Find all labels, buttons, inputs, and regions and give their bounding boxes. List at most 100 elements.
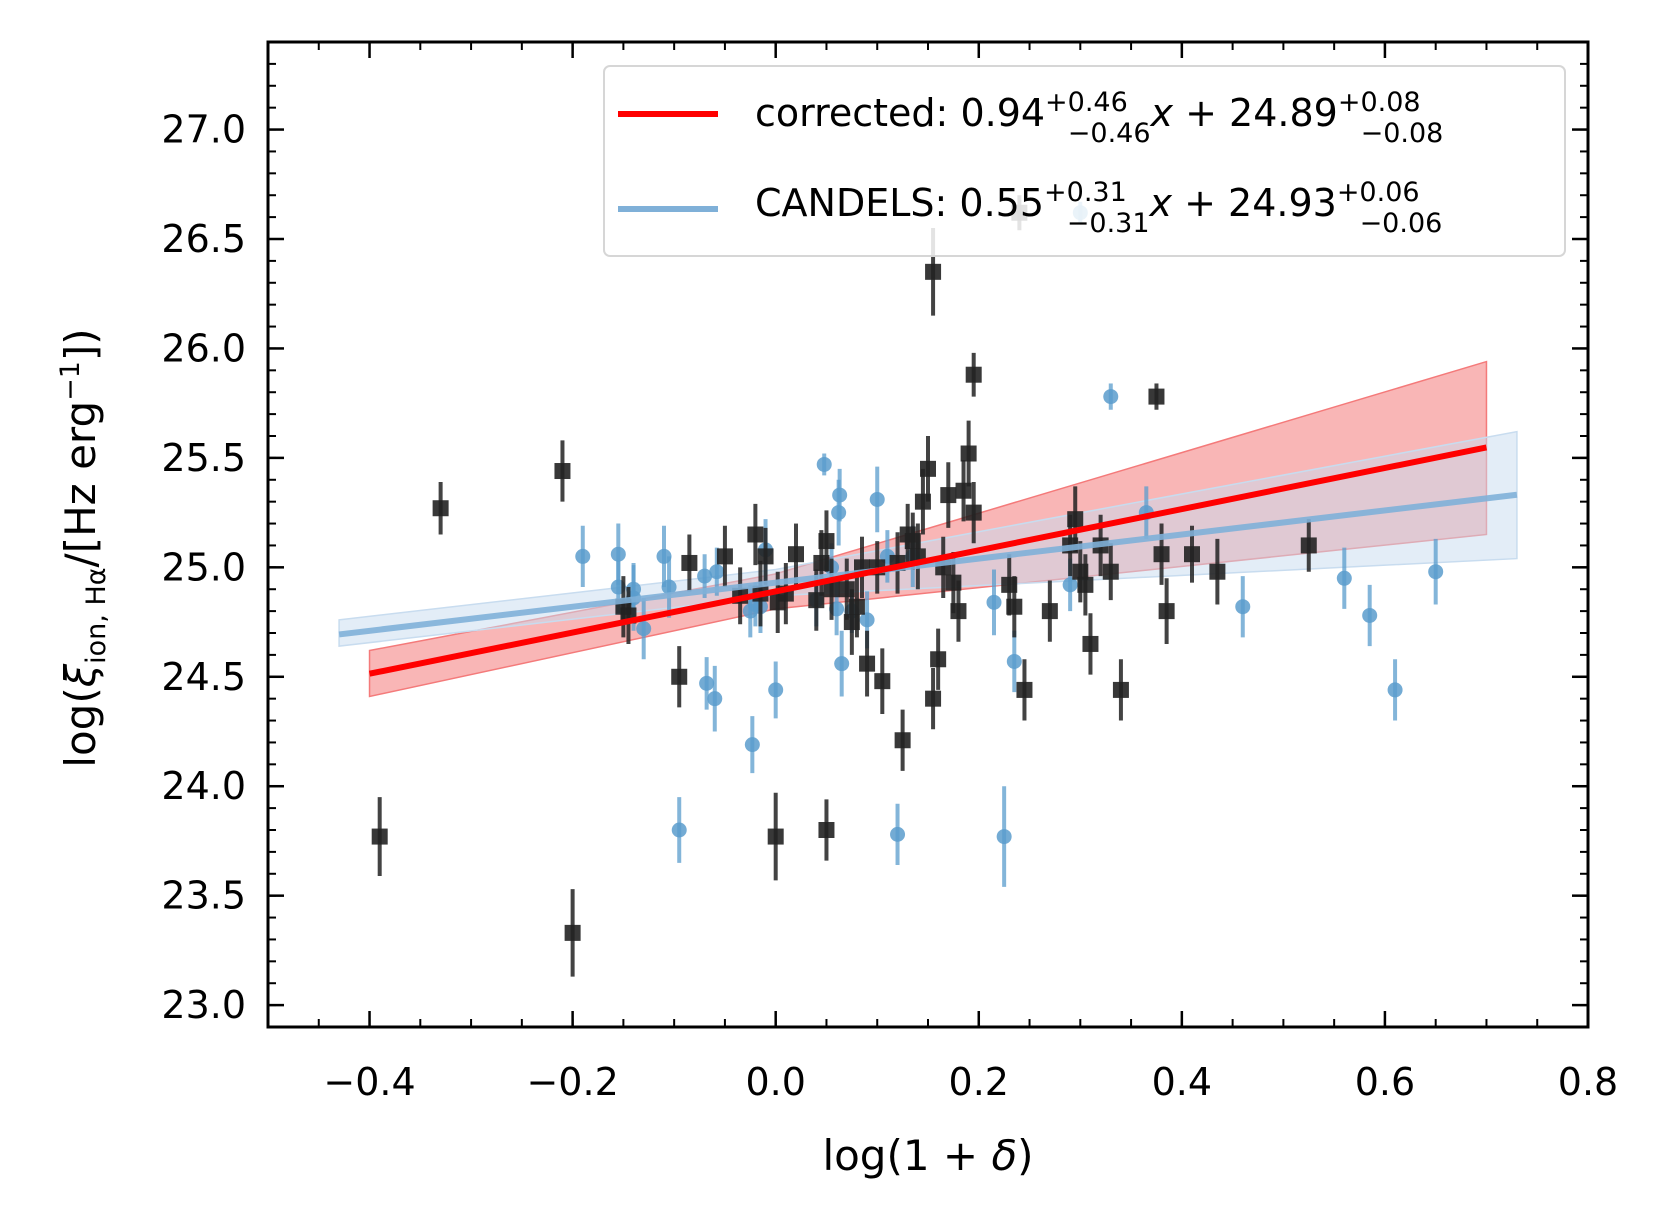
data-point [940,462,957,528]
fit-line-candels [338,491,1518,638]
data-point [816,453,832,476]
data-point [1082,613,1099,675]
candels-marker [636,621,652,637]
data-point [950,580,967,642]
corrected-marker [930,651,947,668]
corrected-marker [1148,388,1165,405]
corrected-marker [767,828,784,845]
data-point [996,786,1012,887]
corrected-marker [788,546,804,563]
data-point [1103,383,1119,410]
corrected-marker [894,732,911,749]
data-point [859,630,876,697]
corrected-marker [671,668,688,685]
corrected-marker [848,598,865,615]
data-point [1153,523,1170,585]
corrected-marker [1077,576,1094,593]
corrected-marker [920,460,936,477]
data-point [1336,547,1352,609]
data-point [575,525,591,588]
data-point [930,628,947,690]
data-point [955,460,972,522]
y-tick-label: 27.0 [161,108,246,152]
data-point [1067,486,1084,553]
y-axis-label: log(ξion, Hα/[Hz erg−1]) [55,328,112,767]
candels-marker [1006,653,1022,669]
fit-line-corrected [368,444,1488,677]
corrected-marker [1209,563,1226,580]
data-point [1158,578,1175,644]
y-tick-label: 25.5 [161,436,246,480]
corrected-marker [1082,635,1099,652]
corrected-marker [1300,537,1317,554]
candels-marker [699,675,715,691]
data-point [894,709,911,771]
corrected-marker [950,603,967,620]
data-point [925,668,942,730]
y-tick-label: 26.0 [161,326,246,370]
corrected-marker [940,487,957,504]
candels-marker [709,564,725,580]
candels-marker [1362,607,1378,623]
corrected-marker [1041,603,1058,620]
y-tick-label: 24.0 [161,764,246,808]
candels-marker [707,691,723,707]
corrected-marker [808,592,825,609]
corrected-marker [747,526,764,543]
data-point [1387,659,1403,721]
data-point [823,558,840,620]
corrected-marker [1184,546,1200,563]
data-point [834,630,850,697]
data-point [818,799,835,861]
data-point [965,481,982,544]
candels-marker [1387,682,1403,698]
y-tick-label: 23.0 [161,983,246,1027]
corrected-marker [965,504,982,521]
data-point [1006,576,1023,638]
data-point [1235,576,1251,638]
data-point [986,569,1002,636]
data-point [1428,538,1444,605]
data-point [920,436,936,502]
candels-marker [671,822,687,838]
x-tick-label: 0.0 [745,1060,805,1104]
data-point [1362,584,1378,647]
corrected-points [371,195,1317,977]
corrected-marker [681,554,698,571]
data-point [1209,538,1226,605]
data-point [671,797,687,863]
corrected-marker [955,482,972,499]
data-point [768,661,784,719]
data-point [1102,543,1119,601]
candels-marker [859,612,875,628]
data-point [707,665,723,732]
data-point [554,440,571,502]
data-point [1041,580,1058,642]
candels-marker [832,487,848,503]
data-point [747,503,764,566]
legend-entry-corrected: corrected: 0.94+0.46 −0.46x + 24.89+0.08−… [755,87,1443,149]
data-point [848,576,865,638]
x-tick-label: 0.4 [1152,1060,1212,1104]
y-tick-label: 26.5 [161,217,246,261]
legend: corrected: 0.94+0.46 −0.46x + 24.89+0.08−… [603,65,1566,257]
candels-marker [996,829,1012,845]
data-point [890,803,906,866]
candels-marker [986,594,1002,610]
corrected-marker [1102,563,1119,580]
candels-marker [575,548,591,564]
data-point [636,597,652,660]
x-tick-label: 0.6 [1355,1060,1415,1104]
corrected-marker [564,924,581,941]
candels-marker [1103,389,1119,405]
x-tick-label: 0.8 [1558,1060,1618,1104]
corrected-marker [1006,598,1023,615]
corrected-marker [818,533,835,550]
corrected-marker [716,548,733,565]
corrected-marker [859,655,876,672]
candels-marker [1235,599,1251,615]
candels-marker [1336,570,1352,586]
candels-marker [816,456,832,472]
corrected-marker [1016,681,1033,698]
